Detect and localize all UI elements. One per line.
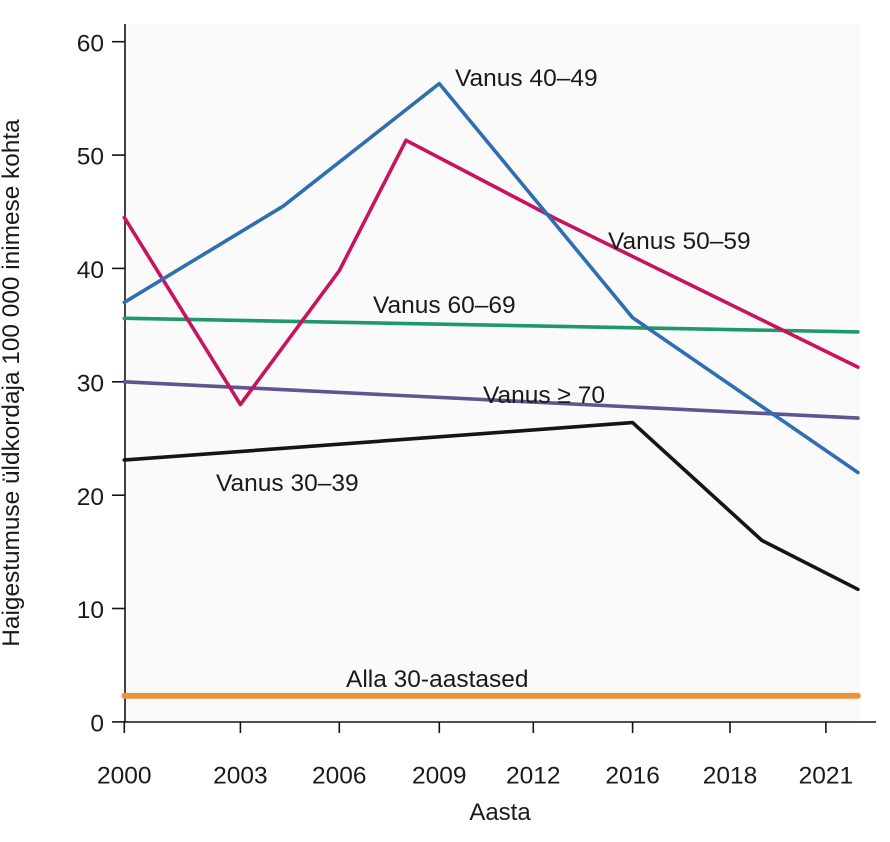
svg-text:20: 20 <box>77 484 104 511</box>
svg-text:2016: 2016 <box>605 763 660 790</box>
svg-text:60: 60 <box>77 30 104 57</box>
svg-text:0: 0 <box>90 711 104 738</box>
svg-text:Alla 30-aastased: Alla 30-aastased <box>346 666 529 693</box>
svg-text:10: 10 <box>77 597 104 624</box>
svg-text:50: 50 <box>77 144 104 171</box>
svg-text:Vanus 50–59: Vanus 50–59 <box>608 228 751 255</box>
svg-text:2009: 2009 <box>412 763 467 790</box>
svg-text:Vanus 30–39: Vanus 30–39 <box>216 470 359 497</box>
svg-text:2012: 2012 <box>506 763 561 790</box>
svg-text:Vanus ≥ 70: Vanus ≥ 70 <box>483 382 605 409</box>
svg-text:2003: 2003 <box>213 763 268 790</box>
svg-text:40: 40 <box>77 257 104 284</box>
svg-text:2018: 2018 <box>703 763 758 790</box>
svg-text:Vanus 40–49: Vanus 40–49 <box>455 65 598 92</box>
svg-text:Haigestumuse üldkordaja 100 00: Haigestumuse üldkordaja 100 000 inimese … <box>0 119 25 647</box>
svg-text:30: 30 <box>77 370 104 397</box>
svg-text:2021: 2021 <box>799 763 854 790</box>
svg-text:Vanus 60–69: Vanus 60–69 <box>373 292 516 319</box>
svg-text:2006: 2006 <box>312 763 367 790</box>
svg-text:Aasta: Aasta <box>469 799 531 826</box>
svg-text:2000: 2000 <box>97 763 152 790</box>
